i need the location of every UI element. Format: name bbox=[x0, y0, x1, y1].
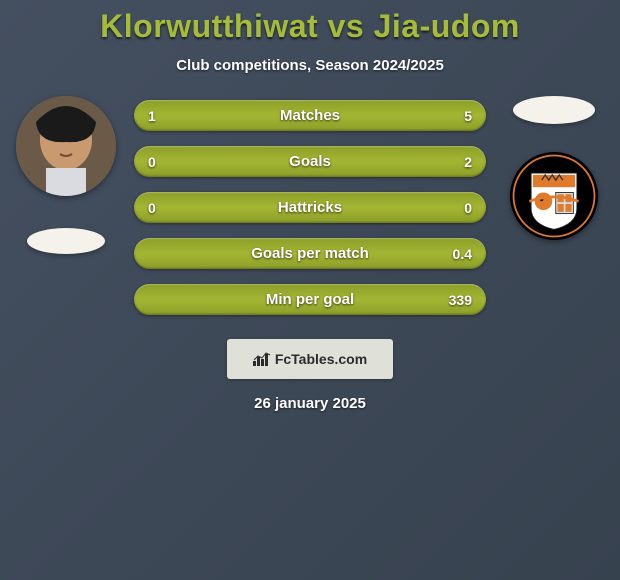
stat-bar-goals-per-match: Goals per match 0.4 bbox=[134, 238, 486, 269]
bar-chart-icon bbox=[253, 352, 271, 366]
stat-right-value: 5 bbox=[464, 108, 472, 124]
page-title: Klorwutthiwat vs Jia-udom bbox=[0, 8, 620, 45]
player-left-avatar bbox=[16, 96, 116, 196]
player-right-avatar bbox=[510, 152, 598, 240]
stat-left-value: 1 bbox=[148, 108, 156, 124]
stats-column: 1 Matches 5 0 Goals 2 0 Hattricks 0 Goal… bbox=[134, 100, 486, 315]
date-text: 26 january 2025 bbox=[0, 395, 620, 412]
infographic-root: Klorwutthiwat vs Jia-udom Club competiti… bbox=[0, 0, 620, 412]
stat-bar-matches: 1 Matches 5 bbox=[134, 100, 486, 131]
stat-bar-hattricks: 0 Hattricks 0 bbox=[134, 192, 486, 223]
player-left-team-badge bbox=[27, 228, 105, 254]
brand-text: FcTables.com bbox=[275, 351, 367, 367]
stat-right-value: 339 bbox=[449, 292, 472, 308]
stat-label: Goals bbox=[289, 153, 331, 170]
player-right-team-badge bbox=[513, 96, 595, 124]
subtitle: Club competitions, Season 2024/2025 bbox=[0, 57, 620, 74]
stat-label: Hattricks bbox=[278, 199, 342, 216]
stat-right-value: 2 bbox=[464, 154, 472, 170]
stat-label: Matches bbox=[280, 107, 340, 124]
player-photo-icon bbox=[16, 96, 116, 196]
stat-right-value: 0 bbox=[464, 200, 472, 216]
stat-bar-goals: 0 Goals 2 bbox=[134, 146, 486, 177]
brand-box: FcTables.com bbox=[227, 339, 393, 379]
club-crest-icon bbox=[510, 152, 598, 240]
player-left-panel bbox=[10, 100, 122, 254]
stat-right-value: 0.4 bbox=[453, 246, 472, 262]
player-right-panel bbox=[498, 100, 610, 240]
stat-bar-min-per-goal: Min per goal 339 bbox=[134, 284, 486, 315]
main-row: 1 Matches 5 0 Goals 2 0 Hattricks 0 Goal… bbox=[0, 100, 620, 315]
stat-left-value: 0 bbox=[148, 200, 156, 216]
stat-left-value: 0 bbox=[148, 154, 156, 170]
stat-label: Goals per match bbox=[251, 245, 369, 262]
stat-label: Min per goal bbox=[266, 291, 354, 308]
